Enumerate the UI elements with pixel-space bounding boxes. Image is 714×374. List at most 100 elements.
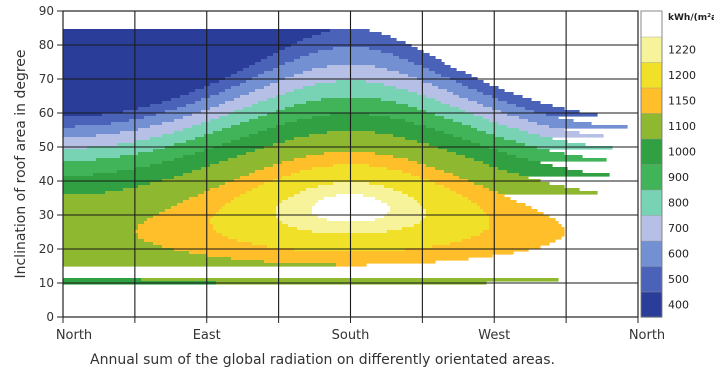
contour-cell	[102, 113, 157, 117]
contour-cell	[312, 116, 391, 120]
grid-lines	[63, 11, 638, 317]
contour-cell	[507, 125, 550, 129]
contour-cell	[486, 212, 544, 216]
contour-cell	[315, 203, 388, 207]
contour-cell	[177, 203, 226, 207]
contour-cell	[318, 185, 385, 189]
contour-cell	[474, 182, 550, 186]
contour-cell	[255, 89, 295, 93]
contour-cell	[483, 116, 520, 120]
contour-cell	[528, 158, 607, 162]
contour-cell	[381, 98, 436, 102]
contour-cell	[258, 74, 295, 78]
contour-cell	[408, 104, 451, 108]
contour-cell	[63, 68, 244, 72]
contour-cell	[393, 53, 430, 57]
contour-cell	[63, 116, 145, 120]
contour-cell	[300, 170, 403, 174]
contour-cell	[468, 86, 499, 90]
contour-cell	[426, 209, 484, 213]
contour-cell	[297, 41, 406, 45]
contour-cell	[369, 182, 436, 186]
contour-cell	[489, 119, 529, 123]
contour-cell	[63, 173, 94, 177]
x-tick-label: West	[478, 328, 510, 343]
contour-cell	[147, 218, 211, 222]
contour-cell	[327, 65, 376, 69]
contour-cell	[63, 113, 103, 117]
x-tick-label: North	[56, 328, 92, 343]
contour-cell	[210, 218, 280, 222]
contour-cell	[180, 95, 211, 99]
contour-cell	[153, 242, 253, 246]
contour-cell	[213, 224, 289, 228]
contour-cell	[429, 68, 457, 72]
contour-cell	[549, 125, 628, 129]
contour-cell	[501, 110, 535, 114]
contour-cell	[396, 86, 439, 90]
contour-cell	[165, 110, 202, 114]
contour-cell	[414, 122, 463, 126]
contour-cell	[267, 98, 322, 102]
contour-cell	[246, 152, 325, 156]
contour-cell	[468, 98, 499, 102]
contour-cell	[300, 191, 403, 195]
colorbar-label: 1000	[668, 145, 696, 158]
contour-cell	[417, 107, 460, 111]
contour-cell	[285, 47, 334, 51]
contour-cell	[186, 104, 220, 108]
colorbar-label: 1150	[668, 94, 696, 107]
contour-cell	[276, 110, 427, 114]
contour-cell	[297, 227, 403, 231]
contour-cell	[312, 167, 388, 171]
contour-cell	[330, 29, 370, 33]
colorbar-band	[640, 291, 663, 318]
contour-cell	[63, 83, 211, 87]
contour-cell	[417, 92, 454, 96]
contour-cell	[435, 71, 466, 75]
contour-cell	[204, 149, 256, 153]
contour-cell	[279, 50, 319, 54]
contour-cell	[330, 113, 370, 117]
contour-cell	[240, 95, 277, 99]
contour-cell	[219, 80, 247, 84]
contour-cell	[270, 83, 316, 87]
contour-cell	[63, 215, 154, 219]
contour-cell	[63, 221, 145, 225]
contour-cell	[423, 80, 457, 84]
contour-cell	[219, 104, 253, 108]
contour-cell	[174, 248, 295, 252]
contour-cell	[480, 206, 532, 210]
contour-cell	[528, 119, 574, 123]
contour-cell	[63, 122, 112, 126]
contour-cell	[375, 131, 445, 135]
contour-cell	[231, 86, 265, 90]
contour-cell	[375, 197, 415, 201]
contour-cell	[387, 167, 436, 171]
contour-cell	[150, 164, 211, 168]
contour-cell	[225, 203, 280, 207]
contour-cell	[519, 173, 610, 177]
contour-cell	[144, 239, 238, 243]
contour-cell	[435, 167, 499, 171]
contour-cell	[186, 140, 232, 144]
contour-cell	[408, 59, 442, 63]
contour-cell	[435, 128, 478, 132]
contour-cell	[189, 92, 220, 96]
contour-cell	[216, 230, 313, 234]
contour-cell	[465, 155, 517, 159]
contour-cell	[315, 83, 385, 87]
contour-cell	[411, 173, 454, 177]
colorbar-band	[640, 61, 663, 89]
contour-cell	[111, 122, 163, 126]
contour-cell	[303, 38, 397, 42]
contour-cell	[240, 122, 286, 126]
contour-cell	[63, 230, 136, 234]
contour-cell	[282, 161, 418, 165]
y-tick-label: 0	[46, 310, 54, 324]
contour-cell	[483, 92, 514, 96]
contour-cell	[312, 212, 388, 216]
contour-cell	[213, 131, 259, 135]
contour-cell	[423, 206, 481, 210]
contour-cell	[405, 248, 529, 252]
